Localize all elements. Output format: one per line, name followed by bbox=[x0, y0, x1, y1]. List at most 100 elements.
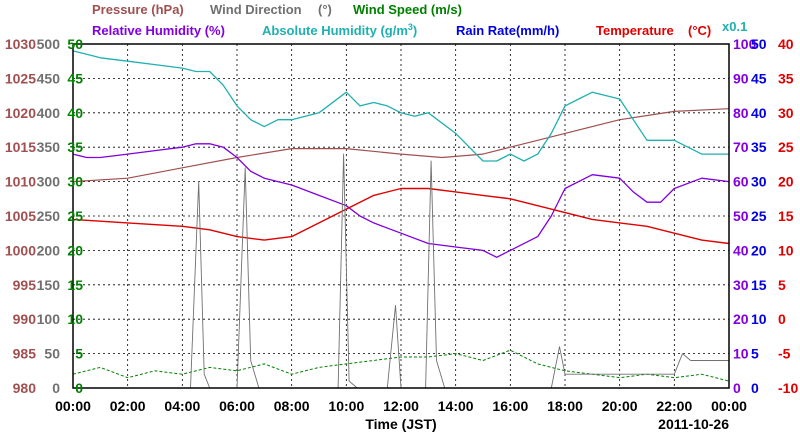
absolute-humidity-text: Absolute Humidity (g/m bbox=[262, 23, 408, 38]
y-tick-label-rain-rate: 10 bbox=[751, 311, 767, 327]
y-tick-label-wind-direction: 500 bbox=[37, 36, 61, 52]
x-tick-label: 16:00 bbox=[492, 398, 528, 414]
y-tick-label-wind-direction: 100 bbox=[37, 311, 61, 327]
x-axis-label: Time (JST) bbox=[365, 416, 436, 432]
x-tick-label: 18:00 bbox=[547, 398, 583, 414]
grid bbox=[73, 44, 729, 388]
x-tick-labels: 00:00 02:00 04:00 06:00 08:00 10:00 12:00 14:00… bbox=[55, 398, 747, 414]
y-tick-label-rain-rate: 0 bbox=[751, 380, 759, 396]
wind-direction-unit: (°) bbox=[318, 2, 332, 17]
x-tick-label: 10:00 bbox=[328, 398, 364, 414]
y-tick-label-temperature: 5 bbox=[778, 277, 786, 293]
y-tick-label-pressure: 980 bbox=[13, 380, 37, 396]
series-line-relative-humidity bbox=[72, 143, 730, 258]
y-tick-label-temperature: -5 bbox=[778, 346, 791, 362]
y-tick-label-pressure: 995 bbox=[13, 277, 37, 293]
y-tick-label-pressure: 1000 bbox=[5, 242, 36, 258]
y-tick-label-wind-speed: 5 bbox=[75, 346, 83, 362]
absolute-humidity-close: ) bbox=[413, 23, 417, 38]
y-tick-label-wind-speed: 50 bbox=[67, 36, 83, 52]
y-tick-label-pressure: 985 bbox=[13, 346, 37, 362]
x-tick-label: 06:00 bbox=[219, 398, 255, 414]
y-tick-label-wind-speed: 20 bbox=[67, 242, 83, 258]
y-tick-label-pressure: 1005 bbox=[5, 208, 36, 224]
y-tick-label-wind-direction: 50 bbox=[44, 346, 60, 362]
series-line-temperature bbox=[72, 187, 730, 245]
y-tick-label-wind-direction: 200 bbox=[37, 242, 61, 258]
y-tick-label-rain-rate: 50 bbox=[751, 36, 767, 52]
y-tick-label-rain-rate: 25 bbox=[751, 208, 767, 224]
y-tick-label-wind-speed: 45 bbox=[67, 70, 83, 86]
y-tick-label-wind-speed: 30 bbox=[67, 174, 83, 190]
y-tick-label-wind-direction: 0 bbox=[52, 380, 60, 396]
x-tick-label: 12:00 bbox=[383, 398, 419, 414]
rain-rate-header: Rain Rate(mm/h) bbox=[456, 23, 559, 38]
x-tick-label: 00:00 bbox=[711, 398, 747, 414]
y-tick-label-rain-rate: 45 bbox=[751, 70, 767, 86]
y-tick-label-relative-humidity: 50 bbox=[733, 208, 749, 224]
y-tick-label-wind-direction: 400 bbox=[37, 105, 61, 121]
y-tick-label-wind-direction: 250 bbox=[37, 208, 61, 224]
y-tick-label-temperature: 35 bbox=[778, 70, 794, 86]
absolute-humidity-header: Absolute Humidity (g/m3) bbox=[262, 22, 417, 38]
x-tick-label: 22:00 bbox=[656, 398, 692, 414]
y-tick-label-pressure: 1015 bbox=[5, 139, 36, 155]
y-tick-label-relative-humidity: 30 bbox=[733, 277, 749, 293]
x-tick-label: 08:00 bbox=[274, 398, 310, 414]
y-tick-label-wind-direction: 450 bbox=[37, 70, 61, 86]
y-tick-label-temperature: 15 bbox=[778, 208, 794, 224]
y-tick-label-wind-direction: 150 bbox=[37, 277, 61, 293]
series-line-absolute-humidity bbox=[72, 50, 729, 162]
y-tick-label-relative-humidity: 100 bbox=[733, 36, 757, 52]
y-tick-label-wind-direction: 300 bbox=[37, 174, 61, 190]
y-tick-label-rain-rate: 5 bbox=[751, 346, 759, 362]
y-tick-label-pressure: 1030 bbox=[5, 36, 36, 52]
pressure-header: Pressure (hPa) bbox=[92, 2, 184, 17]
y-tick-label-relative-humidity: 10 bbox=[733, 346, 749, 362]
y-tick-label-temperature: 30 bbox=[778, 105, 794, 121]
y-tick-label-rain-rate: 35 bbox=[751, 139, 767, 155]
y-tick-label-temperature: -10 bbox=[778, 380, 798, 396]
absolute-humidity-sup: 3 bbox=[408, 22, 413, 32]
y-tick-label-wind-direction: 350 bbox=[37, 139, 61, 155]
y-tick-label-relative-humidity: 20 bbox=[733, 311, 749, 327]
y-tick-label-relative-humidity: 60 bbox=[733, 174, 749, 190]
y-tick-label-rain-rate: 15 bbox=[751, 277, 767, 293]
y-tick-label-temperature: 40 bbox=[778, 36, 794, 52]
y-tick-label-pressure: 1010 bbox=[5, 174, 36, 190]
series-line-pressure bbox=[72, 108, 730, 183]
y-tick-label-relative-humidity: 90 bbox=[733, 70, 749, 86]
temperature-header: Temperature bbox=[596, 23, 674, 38]
y-tick-label-wind-speed: 40 bbox=[67, 105, 83, 121]
y-tick-label-temperature: 10 bbox=[778, 242, 794, 258]
y-tick-label-pressure: 1025 bbox=[5, 70, 36, 86]
x-tick-label: 02:00 bbox=[110, 398, 146, 414]
y-tick-label-relative-humidity: 80 bbox=[733, 105, 749, 121]
y-tick-label-wind-speed: 10 bbox=[67, 311, 83, 327]
abs-scale-note: x0.1 bbox=[722, 19, 747, 34]
y-tick-label-rain-rate: 30 bbox=[751, 174, 767, 190]
y-tick-label-relative-humidity: 70 bbox=[733, 139, 749, 155]
series-line-wind-speed bbox=[72, 349, 730, 382]
wind-speed-header: Wind Speed (m/s) bbox=[353, 2, 462, 17]
x-tick-label: 04:00 bbox=[164, 398, 200, 414]
x-tick-label: 20:00 bbox=[602, 398, 638, 414]
y-tick-label-temperature: 0 bbox=[778, 311, 786, 327]
y-tick-label-wind-speed: 0 bbox=[75, 380, 83, 396]
relative-humidity-header: Relative Humidity (%) bbox=[92, 23, 225, 38]
y-tick-label-pressure: 1020 bbox=[5, 105, 36, 121]
y-tick-label-wind-speed: 15 bbox=[67, 277, 83, 293]
y-tick-label-relative-humidity: 40 bbox=[733, 242, 749, 258]
y-tick-label-relative-humidity: 0 bbox=[733, 380, 741, 396]
temperature-unit: (°C) bbox=[688, 23, 711, 38]
y-tick-label-wind-speed: 25 bbox=[67, 208, 83, 224]
y-tick-labels: 1030102510201015101010051000995990985980… bbox=[5, 36, 799, 396]
y-tick-label-temperature: 25 bbox=[778, 139, 794, 155]
y-tick-label-rain-rate: 20 bbox=[751, 242, 767, 258]
wind-direction-header: Wind Direction bbox=[210, 2, 302, 17]
x-tick-label: 00:00 bbox=[55, 398, 91, 414]
date-label: 2011-10-26 bbox=[658, 416, 729, 432]
plot-frame bbox=[72, 43, 730, 389]
